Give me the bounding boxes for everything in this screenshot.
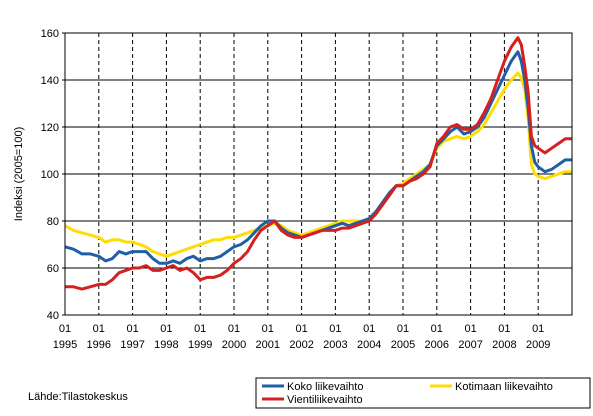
series-lines: [64, 36, 572, 291]
source-note: Lähde:Tilastokeskus: [28, 391, 128, 403]
x-tick-year: 2006: [425, 339, 449, 351]
legend: Koko liikevaihto Kotimaan liikevaihto Vien…: [255, 377, 591, 409]
x-tick-month: 01: [59, 323, 71, 335]
x-tick-month: 01: [126, 323, 138, 335]
x-tick-month: 01: [397, 323, 409, 335]
x-tick-month: 01: [363, 323, 375, 335]
x-tick-year: 2002: [289, 339, 313, 351]
x-tick-month: 01: [295, 323, 307, 335]
grid-lines: [65, 33, 572, 315]
x-tick-month: 01: [329, 323, 341, 335]
legend-label: Koko liikevaihto: [287, 381, 363, 393]
x-tick-year: 1998: [154, 339, 178, 351]
x-tick-month: 01: [194, 323, 206, 335]
y-tick-label: 100: [41, 169, 59, 181]
y-tick-label: 160: [41, 28, 59, 40]
x-tick-year: 1999: [188, 339, 212, 351]
x-tick-month: 01: [262, 323, 274, 335]
x-tick-year: 2007: [458, 339, 482, 351]
y-axis: 40 60 80 100 120 140 160: [41, 28, 65, 322]
y-axis-title: Indeksi (2005=100): [13, 127, 25, 221]
x-tick-month: 01: [431, 323, 443, 335]
x-tick-year: 2008: [492, 339, 516, 351]
x-tick-month: 01: [160, 323, 172, 335]
legend-label: Kotimaan liikevaihto: [455, 381, 553, 393]
x-tick-year: 2009: [526, 339, 550, 351]
x-tick-year: 1995: [53, 339, 77, 351]
x-tick-year: 2000: [222, 339, 246, 351]
x-tick-year: 2005: [391, 339, 415, 351]
y-tick-label: 140: [41, 75, 59, 87]
x-tick-year: 2003: [323, 339, 347, 351]
x-tick-month: 01: [228, 323, 240, 335]
y-tick-label: 40: [47, 310, 59, 322]
y-tick-label: 120: [41, 122, 59, 134]
series-line-1: [64, 71, 572, 258]
x-axis: 01 1995 01 1996 01 1997 01 1998 01 1999 01 2000 01 20…: [53, 323, 551, 351]
y-tick-label: 80: [47, 216, 59, 228]
x-tick-month: 01: [464, 323, 476, 335]
series-line-0: [64, 50, 572, 265]
x-tick-month: 01: [532, 323, 544, 335]
x-tick-year: 2004: [357, 339, 381, 351]
x-tick-month: 01: [498, 323, 510, 335]
legend-box: [255, 377, 591, 409]
y-tick-label: 60: [47, 263, 59, 275]
series-line-2: [65, 36, 572, 291]
legend-label: Vientiliikevaihto: [287, 394, 363, 406]
x-tick-month: 01: [93, 323, 105, 335]
x-tick-year: 2001: [256, 339, 280, 351]
x-tick-year: 1996: [87, 339, 111, 351]
x-tick-year: 1997: [120, 339, 144, 351]
